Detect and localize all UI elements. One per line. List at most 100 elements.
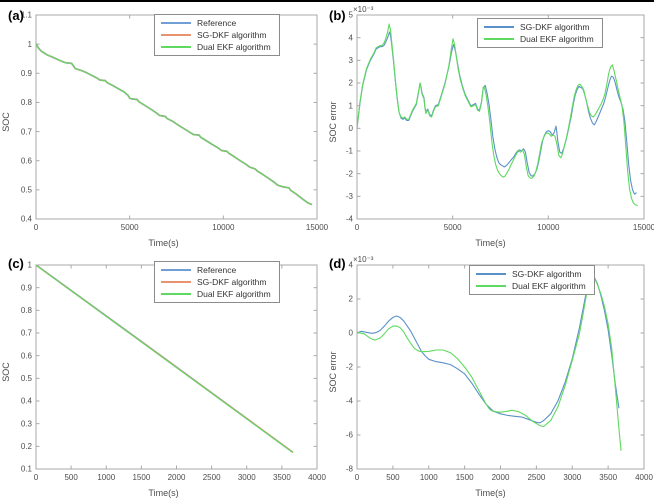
legend-line-swatch (476, 285, 506, 287)
legend-entry: SG-DKF algorithm (476, 268, 586, 280)
y-tick-label: 0.6 (21, 351, 33, 360)
x-tick-label: 2000 (168, 473, 186, 482)
y-tick-label: 0.9 (21, 283, 33, 292)
y-tick-label: -4 (346, 397, 354, 406)
series-group (36, 265, 294, 453)
x-tick-label: 3000 (238, 473, 256, 482)
y-tick-label: 2 (349, 295, 354, 304)
y-tick-label: -6 (346, 431, 354, 440)
x-tick-label: 15000 (306, 223, 329, 232)
panel-a: (a) SOC 0 5000 10000 15000 0.4 0.5 0.6 0.7 0.8 0.… (0, 2, 329, 252)
y-tick-label: 2 (349, 79, 354, 88)
series-group (357, 23, 638, 206)
x-tick-label: 0 (355, 223, 360, 232)
x-tick-label: 0 (34, 223, 39, 232)
axes-box (356, 14, 645, 220)
plot-area: 0 500 1000 1500 2000 2500 3000 3500 4000 0.1 0.2 0.… (21, 261, 327, 482)
panel-label-c: (c) (8, 256, 24, 271)
legend-line-swatch (476, 273, 506, 275)
x-tick-label: 15000 (633, 223, 654, 232)
y-tick-label: 1 (349, 101, 354, 110)
legend: SG-DKF algorithm Dual EKF algorithm (469, 265, 595, 295)
series-group (36, 43, 313, 206)
y-tick-label: 0.9 (21, 69, 33, 78)
x-tick-label: 5000 (121, 223, 139, 232)
series-line (357, 31, 637, 195)
y-tick-label: 0.4 (21, 397, 33, 406)
legend: Reference SG-DKF algorithm Dual EKF algori… (154, 14, 280, 56)
y-tick-label: 5 (349, 11, 354, 20)
y-tick-label: -2 (346, 363, 354, 372)
x-tick-label: 0 (355, 473, 360, 482)
legend-label: Dual EKF algorithm (520, 34, 594, 44)
y-tick-label: -3 (346, 192, 354, 201)
y-tick-label: 1 (28, 40, 33, 49)
x-tick-label: 500 (64, 473, 78, 482)
legend-label: Dual EKF algorithm (512, 281, 586, 291)
x-tick-label: 2000 (492, 473, 510, 482)
y-tick-label: 1.1 (21, 11, 33, 20)
legend-line-swatch (161, 46, 191, 48)
y-tick-label: 0.8 (21, 98, 33, 107)
series-line (357, 23, 638, 206)
legend-label: SG-DKF algorithm (197, 30, 267, 40)
y-tick-label: -8 (346, 465, 354, 474)
top-divider (0, 0, 654, 2)
series-line (36, 43, 313, 206)
y-tick-label: -2 (346, 169, 354, 178)
legend-label: Reference (197, 265, 237, 275)
x-tick-label: 2500 (203, 473, 221, 482)
x-tick-label: 4000 (635, 473, 653, 482)
legend-line-swatch (161, 34, 191, 36)
y-tick-label: 4 (349, 261, 354, 270)
legend-label: SG-DKF algorithm (197, 277, 267, 287)
x-tick-label: 1500 (132, 473, 150, 482)
plot-area: 0 5000 10000 15000 0.4 0.5 0.6 0.7 0.8 0.9 1 1.1 (21, 11, 329, 232)
panel-label-d: (d) (329, 256, 346, 271)
plot-area: 0 5000 10000 15000 -4 -3 -2 -1 0 1 2 3 4 5 (346, 11, 654, 232)
y-tick-label: -1 (346, 147, 354, 156)
panel-c: (c) SOC 0 500 1000 1500 2000 2500 3000 3500 4000… (0, 252, 327, 502)
legend-label: Dual EKF algorithm (197, 42, 271, 52)
y-tick-label: 0 (349, 329, 354, 338)
y-tick-label: 0.3 (21, 419, 33, 428)
panel-b: (b) SOC error ×10⁻³ 0 5000 10000 15000 -4 -3 -… (327, 2, 654, 252)
series-line (36, 265, 293, 453)
x-tick-label: 3500 (273, 473, 291, 482)
legend: SG-DKF algorithm Dual EKF algorithm (477, 18, 603, 48)
x-axis-label: Time(s) (475, 488, 506, 498)
y-tick-label: -4 (346, 215, 354, 224)
y-tick-label: 0.7 (21, 329, 33, 338)
legend-line-swatch (161, 281, 191, 283)
legend-line-swatch (484, 38, 514, 40)
y-axis-exponent: ×10⁻³ (353, 255, 374, 264)
x-axis-label: Time(s) (148, 488, 179, 498)
legend-entry: SG-DKF algorithm (161, 29, 271, 41)
legend-entry: Dual EKF algorithm (484, 33, 594, 45)
y-axis-label: SOC (1, 112, 11, 132)
x-axis-label: Time(s) (148, 238, 179, 248)
legend-entry: Reference (161, 264, 271, 276)
legend-label: Reference (197, 18, 237, 28)
y-tick-label: 0.5 (21, 374, 33, 383)
y-axis-label: SOC error (328, 351, 338, 393)
y-axis-exponent: ×10⁻³ (353, 5, 374, 14)
y-tick-label: 1 (28, 261, 33, 270)
y-tick-label: 3 (349, 56, 354, 65)
y-tick-label: 0.8 (21, 306, 33, 315)
legend: Reference SG-DKF algorithm Dual EKF algori… (154, 261, 280, 303)
legend-line-swatch (484, 26, 514, 28)
x-axis-label: Time(s) (475, 238, 506, 248)
y-tick-label: 0.7 (21, 127, 33, 136)
x-tick-label: 10000 (537, 223, 560, 232)
y-tick-label: 0.1 (21, 465, 33, 474)
series-line (357, 276, 622, 451)
x-tick-label: 500 (386, 473, 400, 482)
series-line (36, 43, 312, 205)
legend-label: Dual EKF algorithm (197, 289, 271, 299)
x-tick-label: 5000 (444, 223, 462, 232)
x-tick-label: 1000 (97, 473, 115, 482)
legend-entry: SG-DKF algorithm (484, 21, 594, 33)
